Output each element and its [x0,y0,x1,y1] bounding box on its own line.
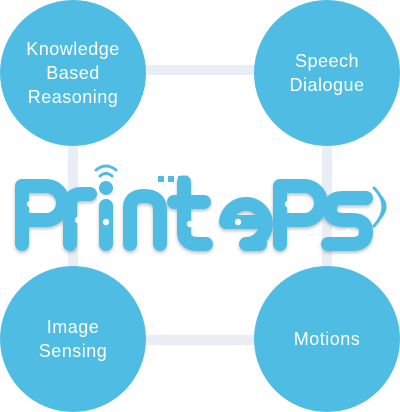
node-label: Image Sensing [38,317,108,361]
connector-bottom [140,335,260,345]
node-label: Speech Dialogue [289,51,365,95]
printeps-logo [15,164,387,251]
node-motions: Motions [254,266,400,412]
node-label: Knowledge Based Reasoning [26,39,120,107]
node-image-sensing: Image Sensing [0,266,146,412]
connector-top [140,65,260,75]
node-knowledge-based-reasoning: Knowledge Based Reasoning [0,0,146,146]
node-label: Motions [293,329,361,349]
node-speech-dialogue: Speech Dialogue [254,0,400,146]
